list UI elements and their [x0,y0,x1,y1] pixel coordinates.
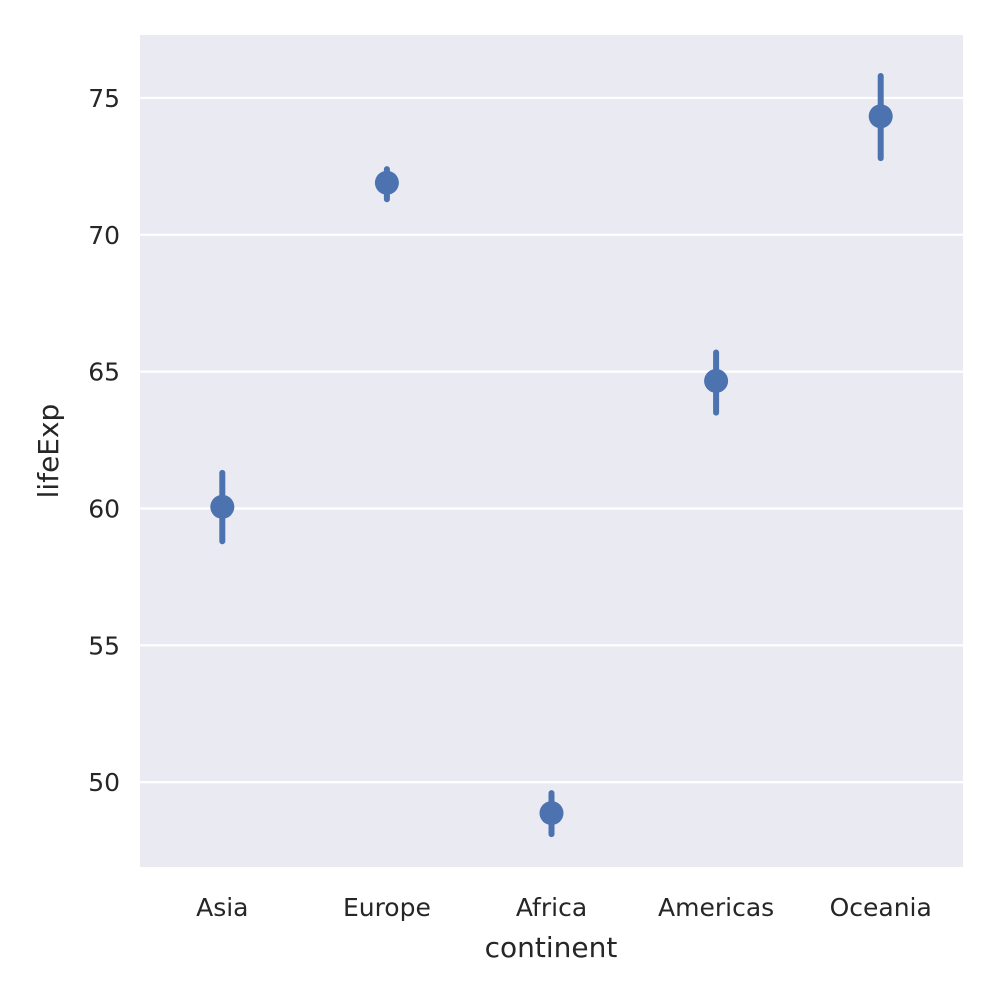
y-tick-label: 55 [88,631,120,660]
x-tick-label: Europe [343,893,431,922]
data-marks [210,73,893,838]
y-tick-label: 50 [88,768,120,797]
y-tick-label: 70 [88,221,120,250]
x-axis-label: continent [485,931,618,964]
data-point [210,494,235,519]
y-axis-label: lifeExp [32,404,65,499]
x-tick-labels: Asia Europe Africa Americas Oceania [196,893,932,922]
x-tick-label: Oceania [830,893,932,922]
y-tick-label: 75 [88,84,120,113]
x-tick-label: Americas [658,893,774,922]
y-tick-labels: 50 55 60 65 70 75 [88,84,120,797]
x-tick-label: Asia [196,893,248,922]
data-point [374,170,399,195]
y-tick-label: 60 [88,494,120,523]
y-tick-label: 65 [88,358,120,387]
data-point [868,104,893,129]
data-point [704,368,729,393]
gridlines [140,96,963,784]
plot-area [140,35,963,867]
data-point [539,801,564,826]
x-tick-label: Africa [516,893,587,922]
